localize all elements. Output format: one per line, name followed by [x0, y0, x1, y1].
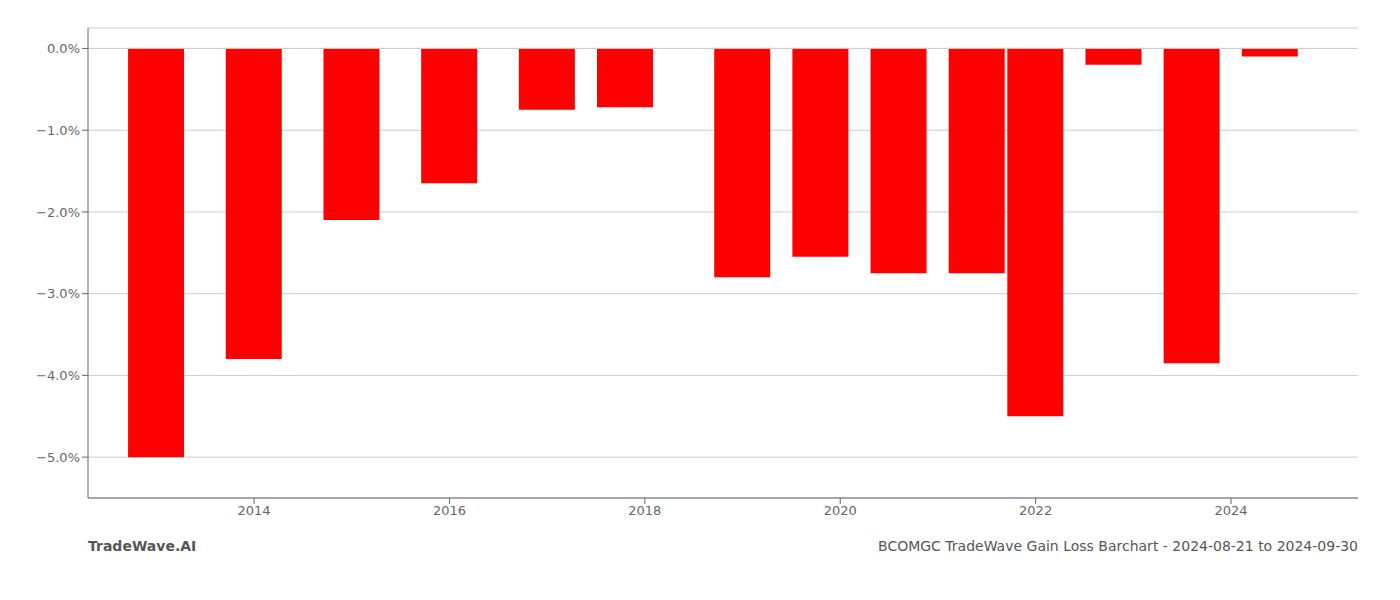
svg-text:2024: 2024: [1214, 503, 1247, 518]
svg-text:−4.0%: −4.0%: [36, 368, 80, 383]
svg-text:2016: 2016: [433, 503, 466, 518]
svg-text:−3.0%: −3.0%: [36, 286, 80, 301]
html-text:BCOMGC TradeWave Gain Loss Bar: BCOMGC TradeWave Gain Loss Barchart - 20…: [878, 538, 1358, 554]
svg-text:−1.0%: −1.0%: [36, 123, 80, 138]
svg-text:2014: 2014: [238, 503, 271, 518]
html-text:TradeWave.AI: TradeWave.AI: [88, 538, 197, 554]
svg-text:−5.0%: −5.0%: [36, 450, 80, 465]
svg-text:2020: 2020: [824, 503, 857, 518]
svg-text:2018: 2018: [628, 503, 661, 518]
svg-text:0.0%: 0.0%: [47, 41, 80, 56]
svg-text:2022: 2022: [1019, 503, 1052, 518]
svg-text:−2.0%: −2.0%: [36, 205, 80, 220]
